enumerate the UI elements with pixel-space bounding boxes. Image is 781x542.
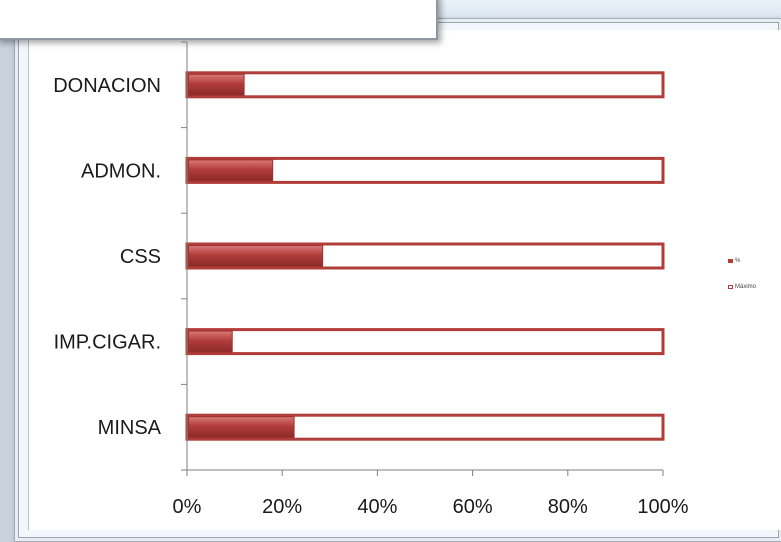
category-label: DONACION (53, 75, 161, 97)
bar-pct (188, 330, 233, 353)
bar-max (185, 71, 665, 99)
bar-pct (188, 73, 245, 96)
legend-item-pct: % (728, 258, 756, 264)
chart-legend: % Máximo (728, 258, 756, 310)
title-box (0, 0, 438, 40)
bar-pct (188, 245, 324, 267)
category-label: CSS (120, 246, 161, 268)
x-tick-label: 20% (262, 496, 302, 518)
legend-label-max: Máximo (735, 284, 757, 290)
bar-pct (188, 416, 295, 439)
legend-item-max: Máximo (728, 284, 756, 290)
legend-label-pct: % (735, 258, 741, 264)
legend-swatch-max (728, 285, 733, 289)
category-label: ADMON. (81, 160, 161, 182)
x-tick-label: 100% (637, 496, 688, 518)
chart-area (28, 30, 781, 530)
category-label: IMP.CIGAR. (54, 332, 161, 354)
x-tick-label: 60% (453, 496, 493, 518)
bar-pct (188, 159, 274, 182)
bar-max (185, 328, 665, 356)
x-tick-label: 40% (357, 496, 397, 518)
x-tick-label: 80% (548, 496, 588, 518)
x-tick-label: 0% (173, 496, 202, 518)
category-label: MINSA (98, 417, 162, 439)
legend-swatch-pct (728, 259, 733, 263)
